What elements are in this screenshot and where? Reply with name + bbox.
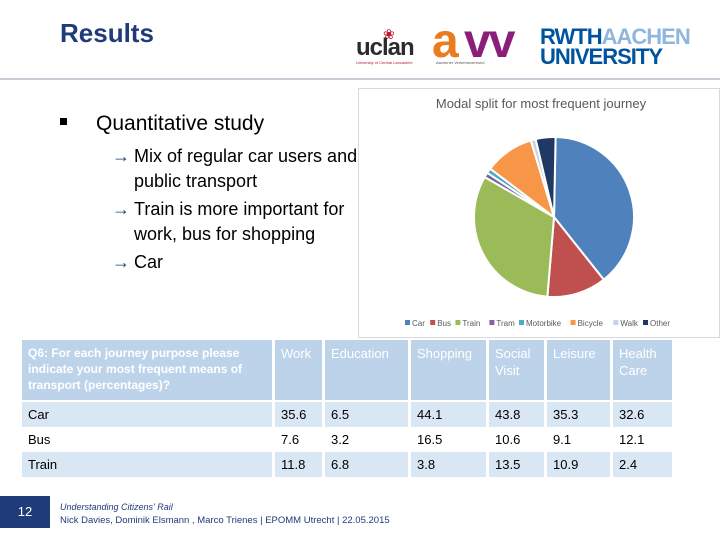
avv-logo-vv: vv [464, 15, 515, 68]
table-row: Train 11.8 6.8 3.8 13.5 10.9 2.4 [22, 452, 672, 477]
pie-slice-other [534, 136, 557, 218]
pie-slice-train [473, 175, 556, 298]
legend-swatch-other [643, 320, 648, 325]
legend-label-tram: Tram [496, 319, 515, 328]
legend-label-car: Car [412, 319, 425, 328]
table-cell: 16.5 [408, 427, 486, 452]
chart-title: Modal split for most frequent journey [436, 96, 647, 111]
table-cell: 2.4 [610, 452, 672, 477]
rwth-logo-aachen: AACHEN [601, 24, 691, 49]
pie-slices [473, 135, 635, 299]
bullet-square-icon [60, 118, 67, 125]
footer-project-title: Understanding Citizens' Rail [60, 502, 173, 512]
title-divider [0, 78, 720, 80]
legend-swatch-bicycle [570, 320, 576, 325]
pie-chart-svg: Modal split for most frequent journey Ca… [405, 96, 670, 328]
column-header: Education [322, 340, 408, 402]
row-label: Bus [22, 427, 272, 452]
table-question: Q6: For each journey purpose please indi… [22, 340, 272, 402]
sub-bullet-item: → Car [112, 250, 362, 275]
main-bullet-text: Quantitative study [96, 112, 265, 135]
row-label: Train [22, 452, 272, 477]
column-header: Shopping [408, 340, 486, 402]
column-header: Health Care [610, 340, 672, 402]
legend-label-motorbike: Motorbike [526, 319, 562, 328]
rwth-logo: RWTHAACHEN UNIVERSITY [540, 24, 691, 69]
sub-bullet-text: Train is more important for work, bus fo… [134, 199, 345, 244]
rwth-logo-university: UNIVERSITY [540, 44, 663, 69]
footer-authors: Nick Davies, Dominik Elsmann , Marco Tri… [60, 515, 390, 526]
table-cell: 9.1 [544, 427, 610, 452]
table-cell: 35.3 [544, 402, 610, 427]
legend-swatch-car [405, 320, 410, 325]
arrow-right-icon: → [112, 199, 130, 219]
legend-label-train: Train [462, 319, 480, 328]
table-row: Car 35.6 6.5 44.1 43.8 35.3 32.6 [22, 402, 672, 427]
legend-swatch-motorbike [519, 320, 524, 325]
legend-swatch-tram [489, 320, 495, 325]
table-header-row: Q6: For each journey purpose please indi… [22, 340, 672, 402]
legend-label-bicycle: Bicycle [578, 319, 604, 328]
table-cell: 12.1 [610, 427, 672, 452]
table-cell: 7.6 [272, 427, 322, 452]
uclan-logo-word: uclan [356, 34, 415, 61]
avv-logo: a vv Aachener Verkehrsverbund [432, 15, 526, 68]
table-cell: 32.6 [610, 402, 672, 427]
column-header: Social Visit [486, 340, 544, 402]
column-header: Work [272, 340, 322, 402]
table-cell: 3.2 [322, 427, 408, 452]
sub-bullet-text: Mix of regular car users and public tran… [134, 146, 358, 191]
pie-chart: Modal split for most frequent journey Ca… [358, 88, 720, 338]
rose-icon: ❀ [383, 26, 395, 42]
table-cell: 6.8 [322, 452, 408, 477]
legend-swatch-bus [430, 320, 436, 325]
table-cell: 6.5 [322, 402, 408, 427]
legend-label-walk: Walk [620, 319, 638, 328]
table-row: Bus 7.6 3.2 16.5 10.6 9.1 12.1 [22, 427, 672, 452]
legend-swatch-walk [613, 320, 619, 325]
table-cell: 11.8 [272, 452, 322, 477]
legend-label-other: Other [650, 319, 670, 328]
legend-label-bus: Bus [437, 319, 451, 328]
uclan-logo-tagline: University of Central Lancashire [356, 60, 413, 65]
slide-title: Results [60, 18, 154, 48]
table-cell: 44.1 [408, 402, 486, 427]
avv-logo-a: a [432, 15, 459, 68]
arrow-right-icon: → [112, 146, 130, 166]
sub-bullet-item: → Train is more important for work, bus … [112, 197, 362, 246]
sub-bullet-text: Car [134, 252, 164, 272]
row-label: Car [22, 402, 272, 427]
arrow-right-icon: → [112, 252, 130, 272]
table-cell: 13.5 [486, 452, 544, 477]
legend-swatch-train [455, 320, 461, 325]
table-cell: 43.8 [486, 402, 544, 427]
table-cell: 3.8 [408, 452, 486, 477]
avv-logo-tagline: Aachener Verkehrsverbund [436, 60, 485, 65]
sub-bullet-item: → Mix of regular car users and public tr… [112, 144, 362, 193]
table-cell: 10.9 [544, 452, 610, 477]
rwth-logo-line1: RWTHAACHEN [540, 24, 691, 50]
pie-slice-car [552, 135, 635, 282]
rwth-logo-rwth: RWTH [540, 24, 603, 49]
table-cell: 35.6 [272, 402, 322, 427]
pie-slice-bus [546, 214, 606, 299]
uclan-logo: ❀ uclan University of Central Lancashire [356, 26, 426, 68]
page-number: 12 [0, 496, 50, 528]
table-cell: 10.6 [486, 427, 544, 452]
sub-bullet-list: → Mix of regular car users and public tr… [112, 144, 362, 279]
transport-table: Q6: For each journey purpose please indi… [22, 340, 672, 477]
chart-legend: Car Bus Train Tram Motorbike Bicycle Walk Other [405, 319, 670, 328]
column-header: Leisure [544, 340, 610, 402]
